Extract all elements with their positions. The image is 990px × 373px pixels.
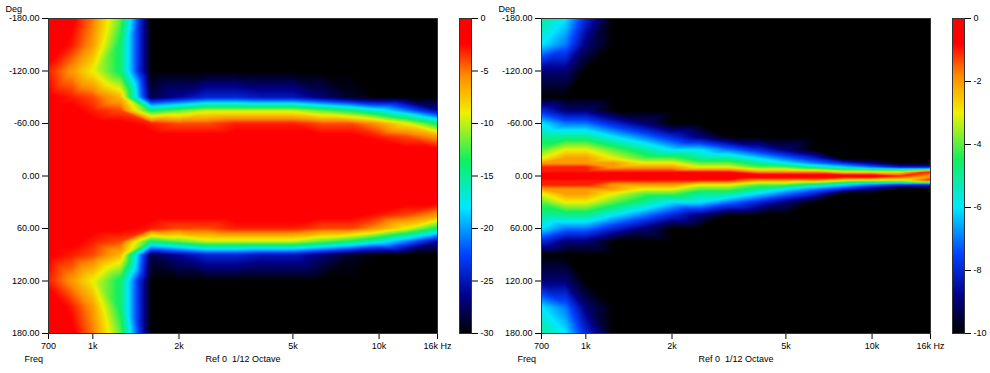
svg-text:0: 0 — [974, 13, 979, 23]
svg-text:-120.00: -120.00 — [502, 66, 533, 76]
svg-text:10k: 10k — [372, 341, 387, 351]
svg-text:-15: -15 — [481, 171, 494, 181]
svg-text:60.00: 60.00 — [510, 223, 533, 233]
svg-text:-8: -8 — [974, 265, 982, 275]
svg-text:180.00: 180.00 — [505, 328, 533, 338]
svg-text:700: 700 — [534, 341, 549, 351]
svg-text:180.00: 180.00 — [12, 328, 40, 338]
svg-text:-30: -30 — [481, 328, 494, 338]
svg-text:0: 0 — [481, 13, 486, 23]
svg-text:Freq: Freq — [518, 354, 537, 364]
svg-text:Deg: Deg — [499, 4, 516, 14]
svg-text:-5: -5 — [481, 66, 489, 76]
svg-text:Deg: Deg — [6, 4, 23, 14]
svg-text:Ref 0 1/12 Octave: Ref 0 1/12 Octave — [205, 354, 280, 364]
svg-text:0.00: 0.00 — [22, 171, 40, 181]
svg-text:120.00: 120.00 — [505, 276, 533, 286]
svg-text:Freq: Freq — [25, 354, 44, 364]
svg-text:10k: 10k — [865, 341, 880, 351]
svg-text:5k: 5k — [288, 341, 298, 351]
svg-text:120.00: 120.00 — [12, 276, 40, 286]
svg-text:60.00: 60.00 — [17, 223, 40, 233]
svg-text:700: 700 — [41, 341, 56, 351]
svg-text:1k: 1k — [88, 341, 98, 351]
svg-text:-10: -10 — [481, 118, 494, 128]
svg-text:0.00: 0.00 — [515, 171, 533, 181]
svg-text:-60.00: -60.00 — [507, 118, 533, 128]
svg-text:-180.00: -180.00 — [502, 13, 533, 23]
svg-text:-180.00: -180.00 — [9, 13, 40, 23]
svg-text:5k: 5k — [781, 341, 791, 351]
svg-text:-20: -20 — [481, 223, 494, 233]
svg-text:-10: -10 — [974, 328, 987, 338]
svg-text:-2: -2 — [974, 76, 982, 86]
svg-text:-6: -6 — [974, 202, 982, 212]
svg-text:16k Hz: 16k Hz — [423, 341, 452, 351]
svg-text:-4: -4 — [974, 139, 982, 149]
svg-text:2k: 2k — [667, 341, 677, 351]
svg-text:-120.00: -120.00 — [9, 66, 40, 76]
svg-text:Ref 0 1/12 Octave: Ref 0 1/12 Octave — [698, 354, 773, 364]
svg-text:-25: -25 — [481, 276, 494, 286]
svg-text:2k: 2k — [174, 341, 184, 351]
svg-text:16k Hz: 16k Hz — [916, 341, 945, 351]
svg-text:-60.00: -60.00 — [14, 118, 40, 128]
svg-text:1k: 1k — [581, 341, 591, 351]
